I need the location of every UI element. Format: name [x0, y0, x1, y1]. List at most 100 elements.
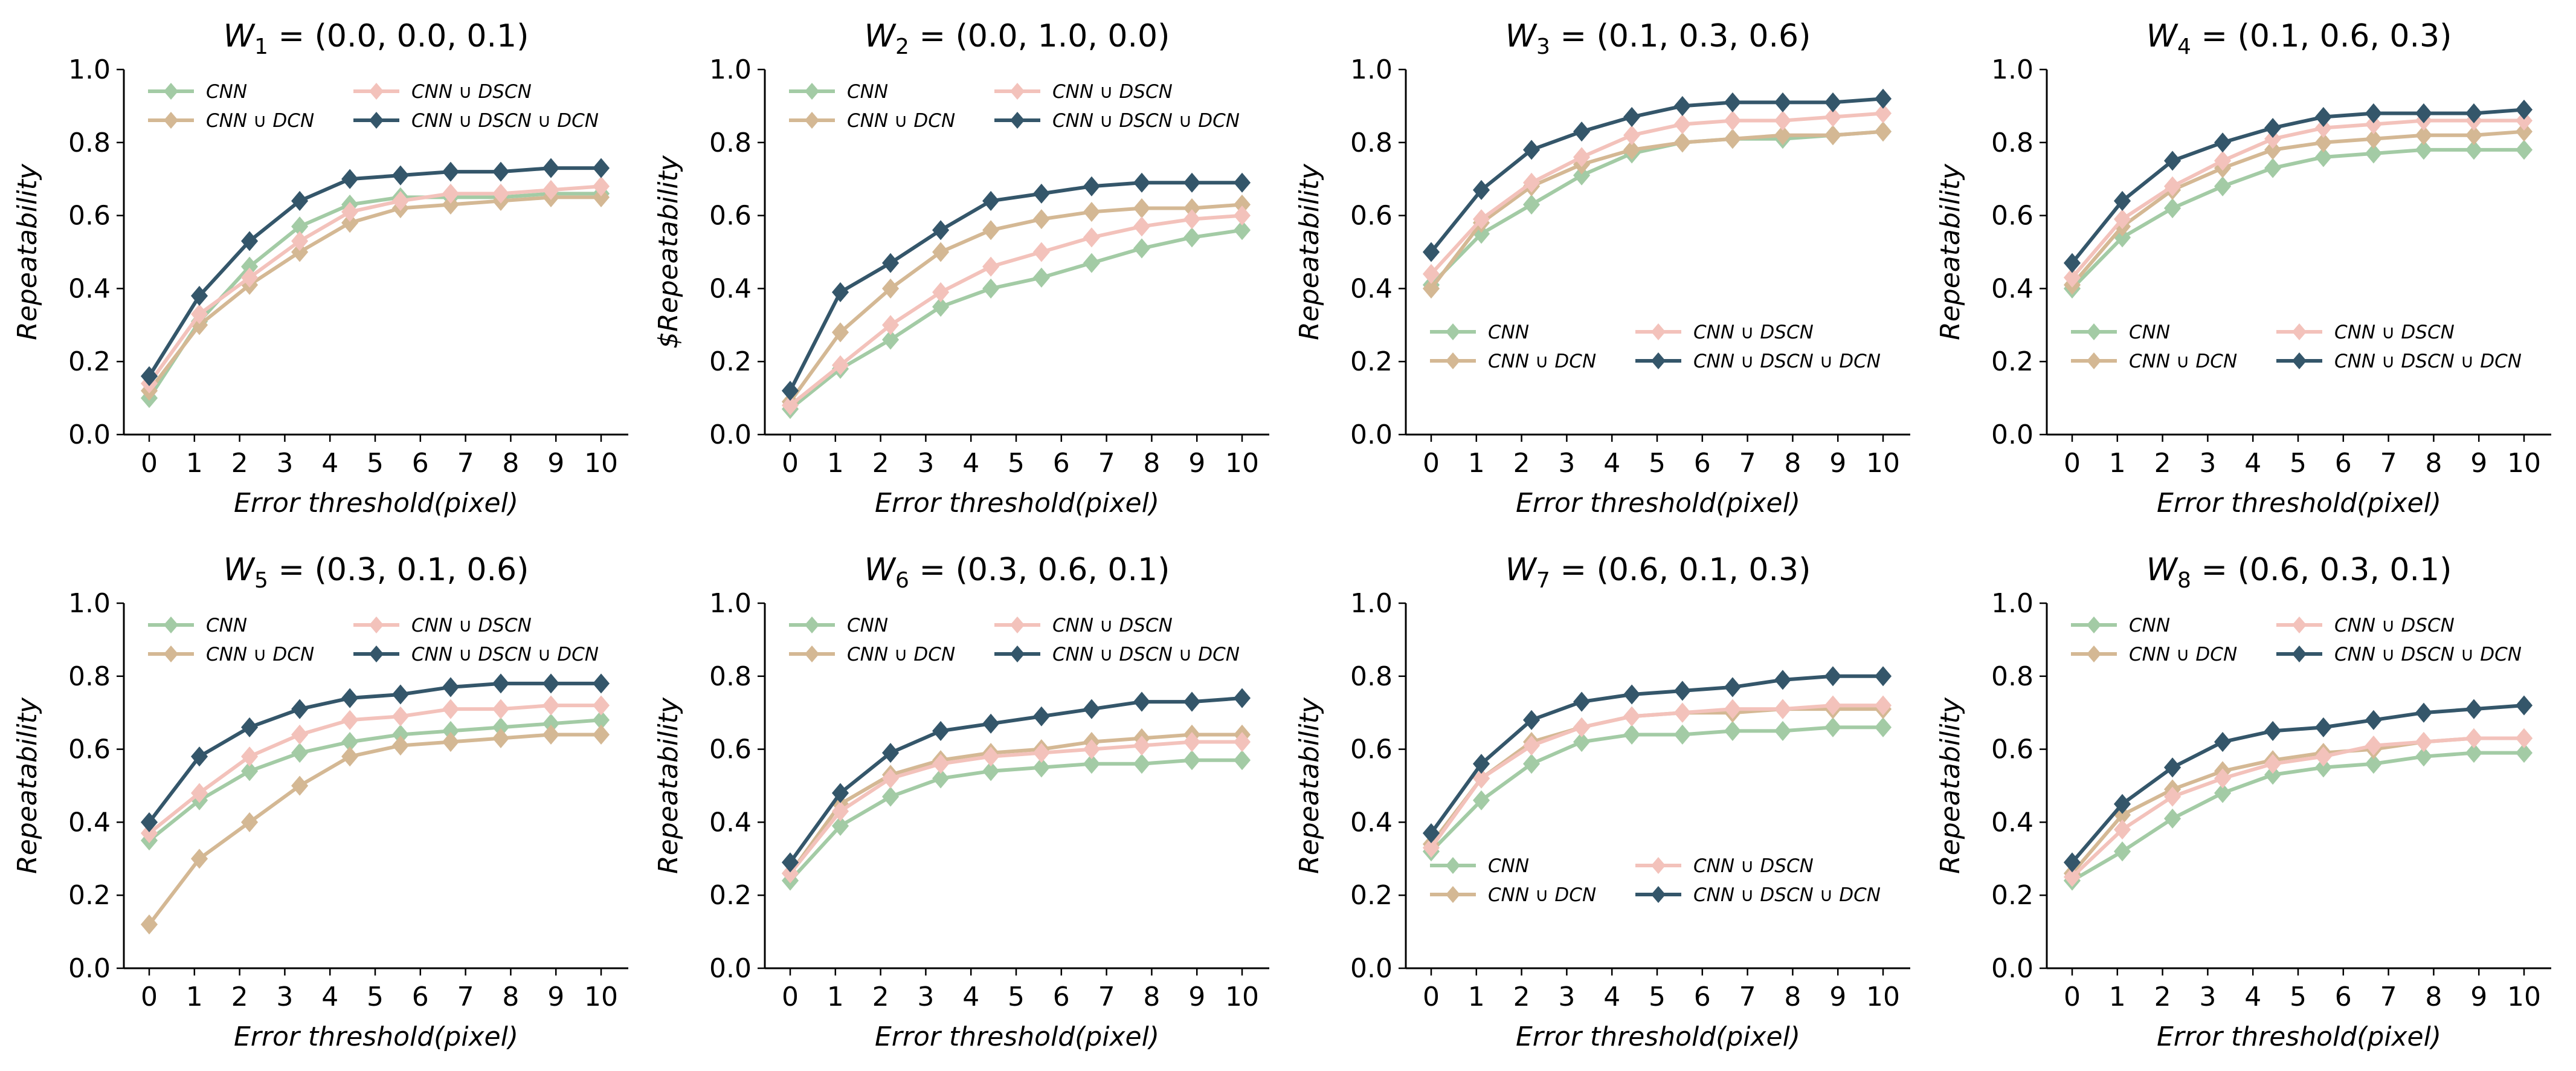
data-point — [1472, 768, 1490, 789]
legend-label: CNN ∪ DCN — [2129, 644, 2237, 665]
data-point — [1422, 264, 1440, 284]
data-point — [781, 395, 799, 416]
data-point — [1573, 165, 1591, 186]
legend-entry: CNN ∪ DCN — [2071, 644, 2237, 665]
series-line — [1429, 725, 1883, 853]
data-point — [1673, 702, 1691, 723]
series-4 — [2063, 695, 2533, 873]
title-subscript: 7 — [1536, 568, 1550, 593]
legend-entry: CNN — [2071, 322, 2170, 343]
x-tick-label: 3 — [1558, 448, 1575, 479]
data-point — [1083, 227, 1100, 248]
data-point — [831, 322, 849, 343]
legend-entry: CNN ∪ DSCN — [994, 81, 1173, 103]
data-point — [2314, 757, 2332, 778]
x-tick-label: 0 — [1423, 982, 1440, 1012]
data-point — [2113, 841, 2131, 862]
data-point — [1083, 739, 1100, 760]
legend-entry: CNN ∪ DSCN — [1635, 322, 1814, 343]
series-2 — [1422, 121, 1892, 299]
data-point — [932, 768, 950, 789]
x-tick-label: 2 — [1513, 448, 1530, 479]
x-tick-label: 7 — [2380, 448, 2397, 479]
data-point — [1673, 132, 1691, 153]
chart-title: W7 = (0.6, 0.1, 0.3) — [1505, 552, 1811, 593]
legend-swatch-marker — [164, 83, 178, 100]
x-tick-label: 7 — [1098, 448, 1115, 479]
data-point — [982, 256, 1000, 277]
data-point — [492, 673, 510, 694]
x-tick-label: 1 — [186, 982, 203, 1012]
title-main: W — [865, 18, 897, 54]
data-point — [2264, 765, 2282, 785]
data-point — [2314, 746, 2332, 767]
data-point — [2515, 743, 2533, 763]
series-1 — [1422, 717, 1892, 862]
x-tick-label: 6 — [1053, 448, 1070, 479]
data-point — [1083, 202, 1100, 222]
legend-label: CNN ∪ DCN — [847, 644, 955, 665]
x-tick-label: 5 — [2290, 448, 2307, 479]
series-3 — [2063, 111, 2533, 288]
x-tick-label: 7 — [1739, 982, 1756, 1012]
legend-label: CNN ∪ DCN — [206, 110, 314, 132]
legend-label: CNN ∪ DSCN — [1052, 81, 1173, 103]
y-tick-label: 0.0 — [1991, 953, 2033, 984]
x-tick-label: 8 — [1784, 982, 1801, 1012]
x-tick-label: 4 — [321, 982, 338, 1012]
data-point — [831, 355, 849, 375]
x-axis-label: Error threshold(pixel) — [875, 488, 1159, 519]
x-tick-label: 2 — [2154, 982, 2171, 1012]
y-tick-label: 0.0 — [1991, 419, 2033, 450]
data-point — [1874, 121, 1892, 142]
series-line — [2070, 118, 2524, 279]
data-point — [1824, 666, 1842, 687]
data-point — [1422, 278, 1440, 299]
legend-label: CNN ∪ DSCN ∪ DCN — [1052, 110, 1240, 132]
legend-entry: CNN ∪ DSCN — [2276, 615, 2455, 636]
series-line — [788, 202, 1243, 403]
title-main: W — [865, 552, 897, 588]
data-point — [1133, 691, 1151, 712]
x-tick-label: 6 — [412, 982, 429, 1012]
x-tick-label: 1 — [1468, 448, 1485, 479]
title-rest: = (0.3, 0.6, 0.1) — [909, 552, 1170, 588]
legend-label: CNN ∪ DSCN ∪ DCN — [411, 110, 599, 132]
data-point — [2214, 731, 2232, 752]
legend-entry: CNN ∪ DSCN — [353, 81, 532, 103]
data-point — [1522, 754, 1541, 774]
x-tick-label: 5 — [2290, 982, 2307, 1012]
legend-label: CNN ∪ DCN — [847, 110, 955, 132]
legend-entry: CNN ∪ DCN — [2071, 351, 2237, 372]
title-subscript: 5 — [254, 568, 268, 593]
title-rest: = (0.6, 0.3, 0.1) — [2191, 552, 2452, 588]
y-tick-label: 0.2 — [1350, 880, 1393, 911]
x-tick-label: 2 — [231, 982, 248, 1012]
x-tick-label: 8 — [1784, 448, 1801, 479]
data-point — [932, 220, 950, 241]
y-tick-label: 0.8 — [68, 128, 111, 158]
data-point — [1673, 114, 1691, 135]
data-point — [442, 699, 459, 719]
series-line — [147, 195, 601, 392]
series-line — [147, 681, 601, 824]
y-tick-label: 0.0 — [1350, 953, 1393, 984]
legend-swatch-marker — [1446, 857, 1460, 874]
x-tick-label: 10 — [2507, 448, 2541, 479]
data-point — [240, 231, 259, 251]
x-tick-label: 0 — [1423, 448, 1440, 479]
data-point — [2214, 768, 2232, 789]
y-tick-label: 0.8 — [1350, 128, 1393, 158]
data-point — [2264, 118, 2282, 138]
y-tick-label: 0.8 — [709, 128, 752, 158]
data-point — [2365, 754, 2382, 774]
title-rest: = (0.0, 1.0, 0.0) — [909, 18, 1170, 54]
x-tick-label: 5 — [1008, 448, 1025, 479]
title-subscript: 6 — [895, 568, 909, 593]
title-subscript: 2 — [895, 34, 909, 59]
x-tick-label: 10 — [584, 982, 618, 1012]
data-point — [442, 161, 459, 182]
data-point — [932, 242, 950, 262]
x-tick-label: 1 — [827, 448, 844, 479]
x-tick-label: 3 — [276, 448, 293, 479]
